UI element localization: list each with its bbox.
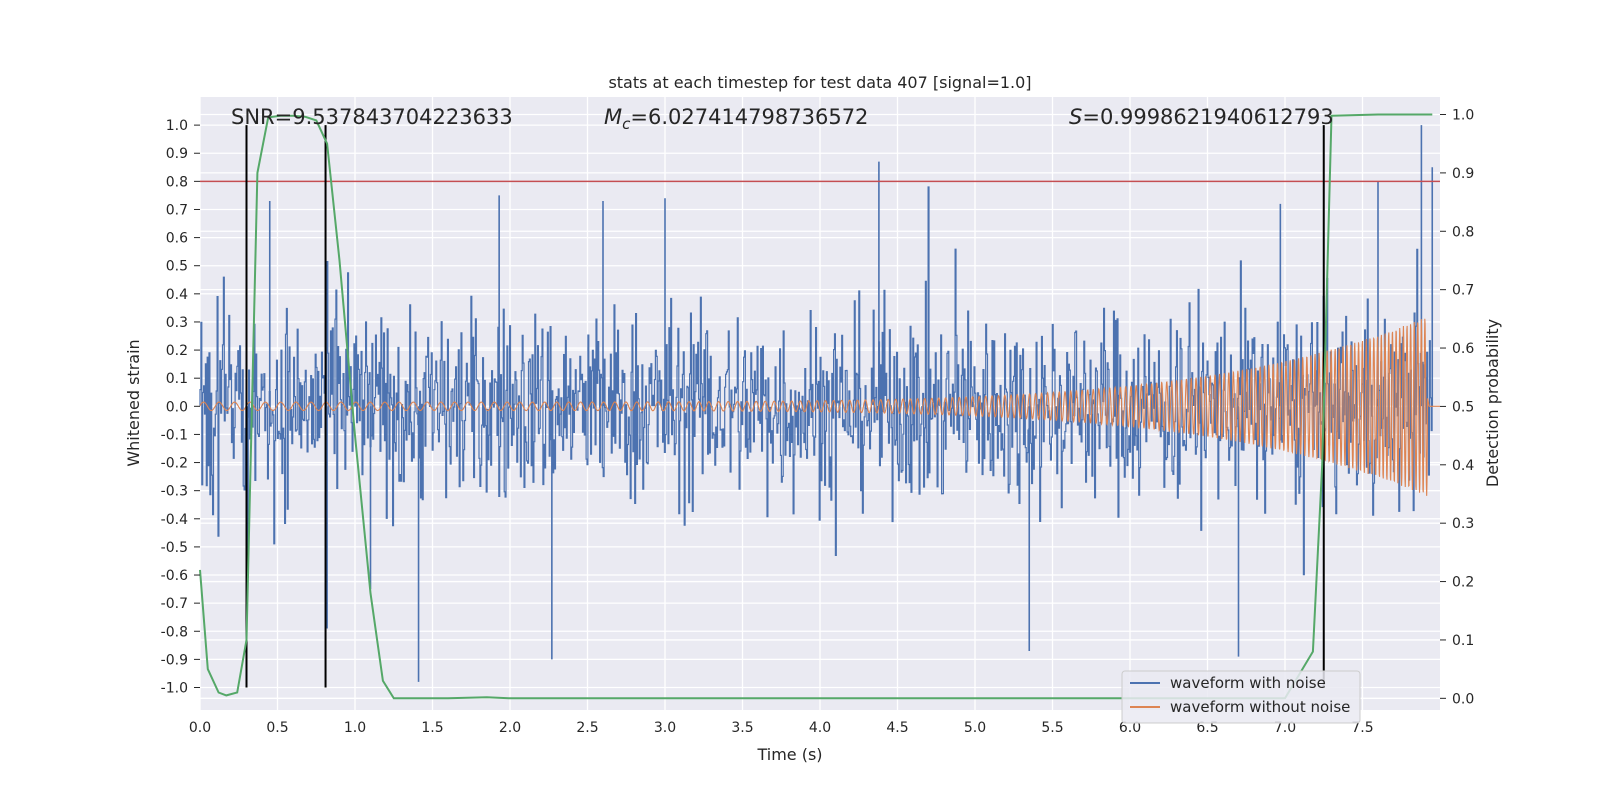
- axis-ticks: 0.0 0.5 1.0 1.5 2.0 2.5 3.0 3.5 4.0 4.5 5.0 5.5 6.0 6…: [161, 108, 1475, 736]
- y2-tick-label: 0.8: [1452, 224, 1474, 240]
- x-tick-label: 4.0: [809, 720, 831, 736]
- y2-tick-label: 0.2: [1452, 575, 1474, 591]
- x-tick-label: 0.5: [266, 720, 288, 736]
- y-tick-label: 0.2: [166, 343, 188, 359]
- y-tick-label: 0.3: [166, 315, 188, 331]
- y-tick-label: -0.6: [161, 568, 188, 584]
- y2-tick-label: 0.9: [1452, 166, 1474, 182]
- x-tick-label: 5.5: [1041, 720, 1063, 736]
- legend-box: [1121, 670, 1361, 724]
- snr-annotation: SNR=9.537843704223633: [231, 105, 513, 129]
- y-tick-label: -1.0: [161, 681, 188, 697]
- y2-tick-label: 0.4: [1452, 458, 1474, 474]
- y2-axis-label: Detection probability: [1483, 319, 1502, 487]
- y2-tick-label: 0.6: [1452, 341, 1474, 357]
- y-tick-label: 0.5: [166, 259, 188, 275]
- x-tick-label: 1.0: [344, 720, 366, 736]
- x-tick-label: 1.5: [421, 720, 443, 736]
- score-annotation: S=0.9998621940612793: [1069, 105, 1334, 129]
- y-tick-label: -0.9: [161, 652, 188, 668]
- y2-tick-label: 0.7: [1452, 283, 1474, 299]
- x-tick-label: 0.0: [189, 720, 211, 736]
- x-tick-label: 7.5: [1351, 720, 1373, 736]
- y-tick-label: 0.7: [166, 202, 188, 218]
- y2-tick-label: 0.0: [1452, 691, 1474, 707]
- x-tick-label: 3.5: [731, 720, 753, 736]
- y2-tick-label: 0.3: [1452, 516, 1474, 532]
- y-tick-label: -0.5: [161, 540, 188, 556]
- y-tick-label: 1.0: [166, 118, 188, 134]
- x-axis-label: Time (s): [756, 745, 822, 764]
- y-tick-label: 0.0: [166, 399, 188, 415]
- clean-waveform-line: [199, 318, 1440, 496]
- s-value: =0.9998621940612793: [1082, 105, 1333, 129]
- legend-label-clean: waveform without noise: [1170, 698, 1350, 716]
- x-tick-label: 3.0: [654, 720, 676, 736]
- x-tick-label: 7.0: [1274, 720, 1296, 736]
- mc-symbol: M: [604, 105, 622, 129]
- x-tick-label: 4.5: [886, 720, 908, 736]
- y-tick-label: -0.1: [161, 427, 188, 443]
- y2-tick-label: 0.1: [1452, 633, 1474, 649]
- y-tick-label: -0.7: [161, 596, 188, 612]
- y-tick-label: 0.4: [166, 287, 188, 303]
- y-tick-label: -0.4: [161, 512, 188, 528]
- y2-tick-label: 0.5: [1452, 399, 1474, 415]
- x-tick-label: 2.5: [576, 720, 598, 736]
- chirp-mass-annotation: Mc=6.027414798736572: [604, 105, 868, 133]
- legend-label-noise: waveform with noise: [1170, 674, 1326, 692]
- x-tick-label: 6.5: [1196, 720, 1218, 736]
- chart-title: stats at each timestep for test data 407…: [608, 73, 1031, 92]
- y-tick-label: -0.3: [161, 484, 188, 500]
- y-tick-label: -0.8: [161, 624, 188, 640]
- mc-value: =6.027414798736572: [630, 105, 868, 129]
- waveform-without-noise-series: [199, 318, 1440, 496]
- mc-subscript: c: [622, 115, 631, 133]
- y-tick-label: 0.6: [166, 231, 188, 247]
- x-tick-label: 6.0: [1119, 720, 1141, 736]
- y-tick-label: 0.9: [166, 146, 188, 162]
- x-tick-label: 5.0: [964, 720, 986, 736]
- y-axis-label: Whitened strain: [124, 339, 143, 466]
- y-tick-label: -0.2: [161, 456, 188, 472]
- y-tick-label: 0.1: [166, 371, 188, 387]
- legend: waveform with noise waveform without noi…: [1121, 670, 1361, 724]
- s-symbol: S: [1069, 105, 1082, 129]
- y-tick-label: 0.8: [166, 174, 188, 190]
- y2-tick-label: 1.0: [1452, 108, 1474, 124]
- x-tick-label: 2.0: [499, 720, 521, 736]
